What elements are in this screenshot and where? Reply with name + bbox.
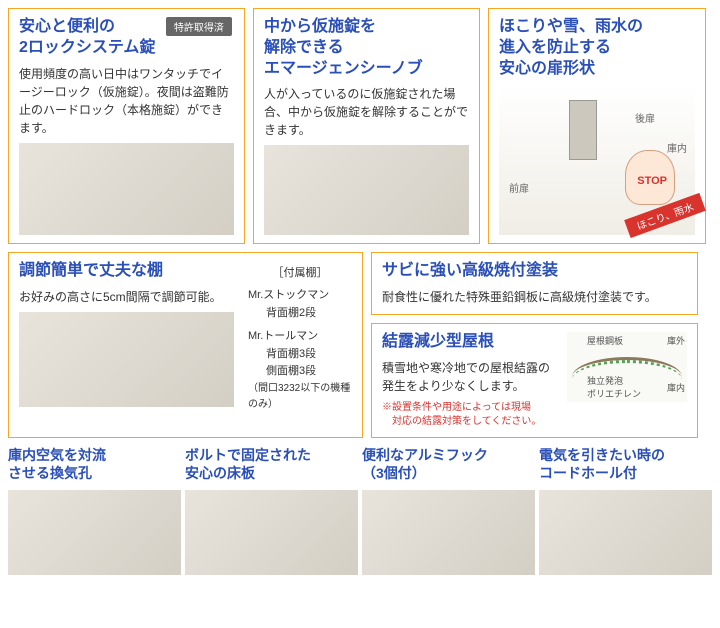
card-title: ボルトで固定された 安心の床板 <box>185 446 358 484</box>
shelf-image <box>19 312 234 407</box>
title-wrap: 安心と便利の 2ロックシステム錠 特許取得済 <box>19 17 234 65</box>
patent-badge: 特許取得済 <box>166 17 232 36</box>
row-3: 庫内空気を対流 させる換気孔 ボルトで固定された 安心の床板 便利なアルミフック… <box>8 446 712 575</box>
ventilation-image <box>8 490 181 575</box>
shelf-text-col: 調節簡単で丈夫な棚 お好みの高さに5cm間隔で調節可能。 <box>19 261 234 407</box>
card-title: 庫内空気を対流 させる換気孔 <box>8 446 181 484</box>
shelf-spec: ［付属棚］ Mr.ストックマン 背面棚2段 Mr.トールマン 背面棚3段 側面棚… <box>242 261 352 413</box>
card-title: 便利なアルミフック （3個付） <box>362 446 535 484</box>
card-emergency-knob: 中から仮施錠を 解除できる エマージェンシーノブ 人が入っているのに仮施錠された… <box>253 8 480 244</box>
hook-image <box>362 490 535 575</box>
lock-image <box>19 143 234 236</box>
card-lock-system: 安心と便利の 2ロックシステム錠 特許取得済 使用頻度の高い日中はワンタッチでイ… <box>8 8 245 244</box>
label-outside: 庫外 <box>667 334 685 347</box>
card-coating: サビに強い高級焼付塗装 耐食性に優れた特殊亜鉛鋼板に高級焼付塗装です。 <box>371 252 698 315</box>
card-cord-hole: 電気を引きたい時の コードホール付 <box>539 446 712 575</box>
card-desc: 人が入っているのに仮施錠された場合、中から仮施錠を解除することができます。 <box>264 85 469 139</box>
card-title: 中から仮施錠を 解除できる エマージェンシーノブ <box>264 17 469 79</box>
card-title: 安心と便利の 2ロックシステム錠 <box>19 17 155 59</box>
card-door-shape: ほこりや雪、雨水の 進入を防止する 安心の扉形状 後扉 庫内 前扉 STOP ほ… <box>488 8 706 244</box>
card-shelf: 調節簡単で丈夫な棚 お好みの高さに5cm間隔で調節可能。 ［付属棚］ Mr.スト… <box>8 252 363 438</box>
roof-diagram: 屋根鋼板 庫外 独立発泡 ポリエチレン 庫内 <box>567 332 687 402</box>
shelf-spec-2c: 側面棚3段 <box>248 363 352 381</box>
shelf-spec-1a: Mr.ストックマン <box>248 287 352 305</box>
roof-content: 結露減少型屋根 積雪地や寒冷地での屋根結露の発生をより少なくします。 ※設置条件… <box>382 332 687 429</box>
door-profile-icon <box>569 100 597 160</box>
shelf-spec-1b: 背面棚2段 <box>248 305 352 323</box>
knob-image <box>264 145 469 235</box>
card-title: サビに強い高級焼付塗装 <box>382 261 687 282</box>
card-desc: 耐食性に優れた特殊亜鉛鋼板に高級焼付塗装です。 <box>382 288 687 306</box>
label-inside: 庫内 <box>667 140 687 155</box>
roof-text-col: 結露減少型屋根 積雪地や寒冷地での屋根結露の発生をより少なくします。 ※設置条件… <box>382 332 559 429</box>
floor-image <box>185 490 358 575</box>
card-floor-bolt: ボルトで固定された 安心の床板 <box>185 446 358 575</box>
label-foam: 独立発泡 ポリエチレン <box>587 374 641 400</box>
card-hook: 便利なアルミフック （3個付） <box>362 446 535 575</box>
label-front-door: 前扉 <box>509 180 529 195</box>
card-desc: 積雪地や寒冷地での屋根結露の発生をより少なくします。 <box>382 359 559 395</box>
card-title: 調節簡単で丈夫な棚 <box>19 261 234 282</box>
shelf-spec-2b: 背面棚3段 <box>248 346 352 364</box>
cord-hole-image <box>539 490 712 575</box>
card-title: 電気を引きたい時の コードホール付 <box>539 446 712 484</box>
shelf-spec-label: ［付属棚］ <box>248 265 352 283</box>
shelf-spec-2a: Mr.トールマン <box>248 328 352 346</box>
row-2: 調節簡単で丈夫な棚 お好みの高さに5cm間隔で調節可能。 ［付属棚］ Mr.スト… <box>8 252 712 438</box>
card-desc: お好みの高さに5cm間隔で調節可能。 <box>19 288 234 306</box>
label-steel: 屋根鋼板 <box>587 334 623 347</box>
label-rear-door: 後扉 <box>635 110 655 125</box>
stop-text: STOP <box>637 175 667 187</box>
label-inside: 庫内 <box>667 381 685 394</box>
card-roof: 結露減少型屋根 積雪地や寒冷地での屋根結露の発生をより少なくします。 ※設置条件… <box>371 323 698 438</box>
shelf-spec-note: （間口3232以下の機種のみ） <box>248 381 352 413</box>
roof-warning: ※設置条件や用途によっては現場 対応の結露対策をしてください。 <box>382 401 559 429</box>
door-diagram: 後扉 庫内 前扉 STOP ほこり、雨水 <box>499 85 695 235</box>
col-right: サビに強い高級焼付塗装 耐食性に優れた特殊亜鉛鋼板に高級焼付塗装です。 結露減少… <box>371 252 698 438</box>
card-title: 結露減少型屋根 <box>382 332 559 353</box>
card-title: ほこりや雪、雨水の 進入を防止する 安心の扉形状 <box>499 17 695 79</box>
row-1: 安心と便利の 2ロックシステム錠 特許取得済 使用頻度の高い日中はワンタッチでイ… <box>8 8 712 244</box>
shelf-content: 調節簡単で丈夫な棚 お好みの高さに5cm間隔で調節可能。 ［付属棚］ Mr.スト… <box>19 261 352 413</box>
card-desc: 使用頻度の高い日中はワンタッチでイージーロック（仮施錠）。夜間は盗難防止のハード… <box>19 65 234 137</box>
card-ventilation: 庫内空気を対流 させる換気孔 <box>8 446 181 575</box>
